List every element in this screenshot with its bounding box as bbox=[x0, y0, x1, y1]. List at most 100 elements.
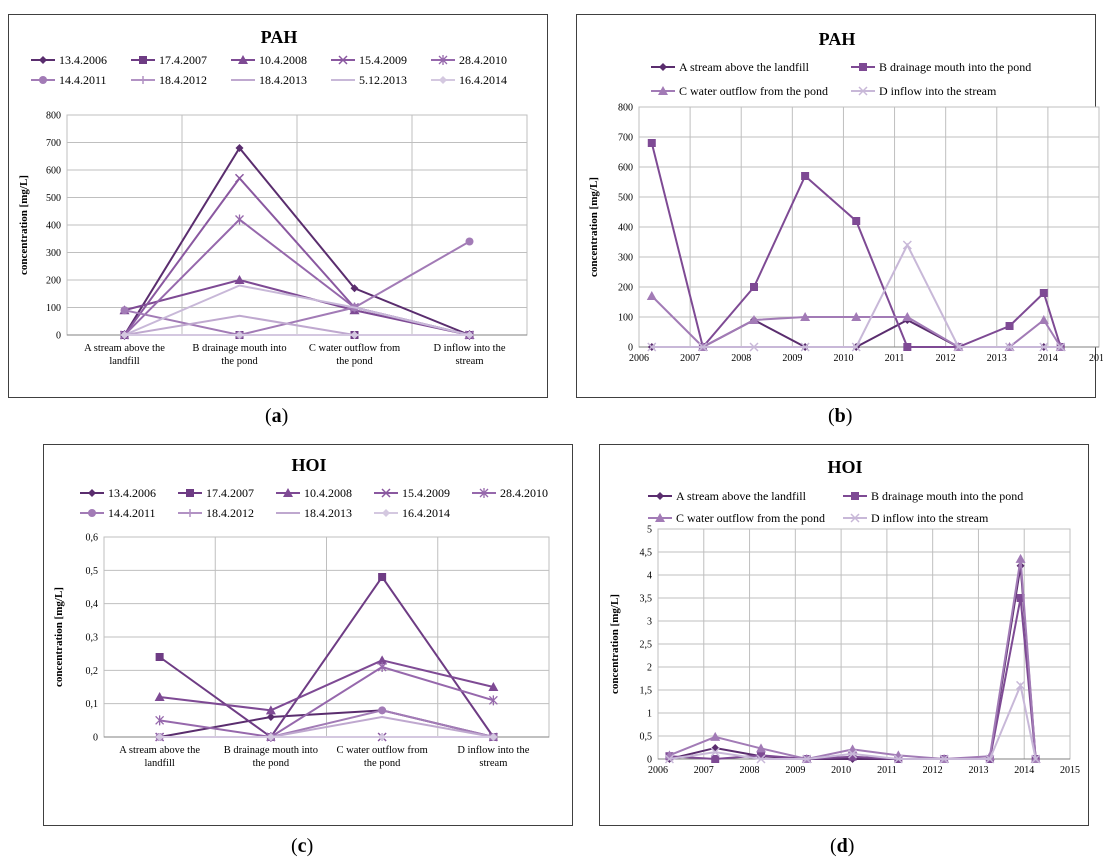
chart-b-data-point bbox=[1038, 315, 1049, 324]
chart-a-x-category-label: A stream above the landfill bbox=[84, 343, 165, 367]
chart-d-y-tick-label: 2,5 bbox=[640, 640, 653, 651]
chart-a-data-point bbox=[350, 284, 359, 293]
chart-b-y-tick-label: 600 bbox=[618, 163, 633, 174]
chart-b-data-point bbox=[800, 312, 811, 321]
chart-d-y-tick-label: 3 bbox=[647, 617, 652, 628]
chart-b-data-point bbox=[698, 342, 708, 352]
chart-b-data-point bbox=[851, 342, 861, 352]
chart-c-x-category-label: A stream above the landfill bbox=[119, 745, 200, 769]
chart-c-legend-label: 13.4.2006 bbox=[108, 486, 156, 500]
chart-c-legend-label: 28.4.2010 bbox=[500, 486, 548, 500]
subfigure-label-c: (c) bbox=[291, 835, 314, 857]
chart-c-y-tick-label: 0,4 bbox=[86, 599, 99, 610]
chart-b-legend-item: D inflow into the stream bbox=[851, 84, 997, 98]
chart-a-legend-label: 18.4.2013 bbox=[259, 73, 307, 87]
chart-a-x-category-label: B drainage mouth into the pond bbox=[192, 343, 286, 367]
chart-a-series bbox=[124, 284, 470, 336]
chart-b-data-point bbox=[1005, 322, 1014, 330]
chart-c-legend-marker bbox=[479, 488, 489, 498]
chart-a-legend-marker bbox=[39, 56, 47, 64]
chart-b-y-axis-title: concentration [mg/L] bbox=[588, 177, 600, 277]
chart-d-data-point bbox=[848, 749, 858, 759]
chart-c-y-tick-label: 0,3 bbox=[86, 633, 99, 644]
chart-d-data-point bbox=[939, 754, 949, 764]
chart-d-y-tick-label: 4,5 bbox=[640, 548, 653, 559]
chart-d-x-tick-label: 2007 bbox=[694, 765, 714, 776]
chart-d-legend-label: A stream above the landfill bbox=[676, 489, 807, 503]
chart-b-legend-marker bbox=[858, 86, 868, 96]
chart-b-x-tick-label: 2014 bbox=[1038, 353, 1058, 364]
chart-b-x-tick-label: 2009 bbox=[782, 353, 802, 364]
chart-a-series-line bbox=[124, 284, 470, 336]
chart-a-data-point bbox=[465, 331, 474, 339]
chart-c-legend-item: 18.4.2012 bbox=[178, 506, 254, 520]
chart-a-legend-item: 13.4.2006 bbox=[31, 53, 107, 67]
chart-a-legend-marker bbox=[438, 55, 448, 65]
chart-d-data-point bbox=[1015, 553, 1026, 563]
chart-a-data-point bbox=[120, 306, 129, 315]
chart-c-series-line bbox=[159, 665, 494, 739]
subfigure-label-b: (b) bbox=[828, 405, 853, 427]
chart-a-legend-item: 17.4.2007 bbox=[131, 53, 207, 67]
chart-c-series bbox=[155, 662, 498, 742]
chart-d-data-point bbox=[848, 752, 857, 761]
chart-a-legend: 13.4.2006 17.4.2007 10.4.2008 15.4.2009 28.4… bbox=[31, 53, 507, 87]
chart-c-legend-marker bbox=[88, 489, 96, 497]
chart-c-x-category-label: D inflow into the stream bbox=[457, 745, 529, 769]
chart-panel-b: PAH A stream above the landfill B drainage… bbox=[576, 14, 1103, 398]
chart-d-y-axis: 0 0,5 1 1,5 2 2,5 3 3,5 4 4,5 5 bbox=[640, 525, 1070, 766]
chart-a-legend-marker bbox=[139, 76, 147, 84]
chart-b-data-point bbox=[953, 342, 963, 352]
chart-panel-c: HOI 13.4.2006 17.4.2007 10.4.2008 15.4.2009 2… bbox=[43, 444, 573, 826]
chart-d-legend-marker bbox=[851, 492, 859, 500]
chart-c-data-point bbox=[488, 695, 498, 706]
chart-c-legend-item: 28.4.2010 bbox=[472, 486, 548, 500]
chart-d-y-tick-label: 0,5 bbox=[640, 732, 653, 743]
chart-b-data-point bbox=[902, 240, 912, 250]
chart-d-y-tick-label: 1 bbox=[647, 709, 652, 720]
chart-a-legend-item: 28.4.2010 bbox=[431, 53, 507, 67]
chart-b-x-axis: 2006 2007 2008 2009 2010 2011 2012 2013 2014 2015 bbox=[629, 107, 1103, 364]
chart-d-legend-marker bbox=[655, 513, 665, 522]
chart-b-title: PAH bbox=[819, 29, 856, 49]
chart-a-series-line bbox=[124, 240, 470, 337]
chart-c-series bbox=[154, 655, 499, 715]
chart-d-data-point bbox=[984, 751, 995, 761]
chart-c-legend-item: 17.4.2007 bbox=[178, 486, 254, 500]
chart-d-title: HOI bbox=[827, 457, 862, 477]
chart-a-legend-item: 15.4.2009 bbox=[331, 53, 407, 67]
chart-d-legend-marker bbox=[850, 513, 860, 523]
chart-c-data-point bbox=[266, 733, 275, 741]
chart-panel-a: PAH 13.4.2006 17.4.2007 10.4.2008 15.4.2009 2… bbox=[8, 14, 548, 398]
chart-b-y-tick-label: 300 bbox=[618, 253, 633, 264]
chart-a-legend-marker bbox=[238, 55, 248, 64]
chart-b-data-point bbox=[749, 315, 759, 324]
chart-a-svg: PAH 13.4.2006 17.4.2007 10.4.2008 15.4.2009 2… bbox=[18, 27, 528, 367]
chart-c-legend-label: 18.4.2012 bbox=[206, 506, 254, 520]
chart-c-legend-label: 16.4.2014 bbox=[402, 506, 450, 520]
chart-a-legend-item: 14.4.2011 bbox=[31, 73, 107, 87]
chart-c-data-point bbox=[155, 715, 165, 726]
chart-d-y-tick-label: 3,5 bbox=[640, 594, 653, 605]
chart-b-y-tick-label: 100 bbox=[618, 313, 633, 324]
chart-c-legend-label: 10.4.2008 bbox=[304, 486, 352, 500]
chart-c-data-point bbox=[377, 655, 388, 665]
chart-d-legend-item: D inflow into the stream bbox=[843, 511, 989, 525]
chart-b-x-tick-label: 2013 bbox=[987, 353, 1007, 364]
chart-c-data-point bbox=[488, 682, 499, 691]
chart-a-data-point bbox=[465, 237, 474, 246]
chart-b-legend: A stream above the landfill B drainage mo… bbox=[651, 60, 1031, 98]
chart-c-y-tick-label: 0,5 bbox=[86, 566, 99, 577]
chart-c-legend-marker bbox=[186, 509, 194, 517]
chart-a-y-tick-label: 600 bbox=[46, 166, 61, 177]
chart-b-series-line bbox=[650, 142, 1062, 350]
chart-d-legend-item: C water outflow from the pond bbox=[648, 511, 825, 525]
chart-a-series bbox=[120, 331, 474, 339]
chart-d-x-tick-label: 2013 bbox=[968, 765, 988, 776]
chart-a-legend-item: 5.12.2013 bbox=[331, 73, 407, 87]
chart-d-data-point bbox=[757, 751, 765, 760]
chart-b-legend-marker bbox=[859, 63, 867, 71]
chart-b-x-tick-label: 2006 bbox=[629, 353, 649, 364]
chart-a-y-tick-label: 100 bbox=[46, 303, 61, 314]
chart-b-series-line bbox=[651, 295, 1062, 349]
